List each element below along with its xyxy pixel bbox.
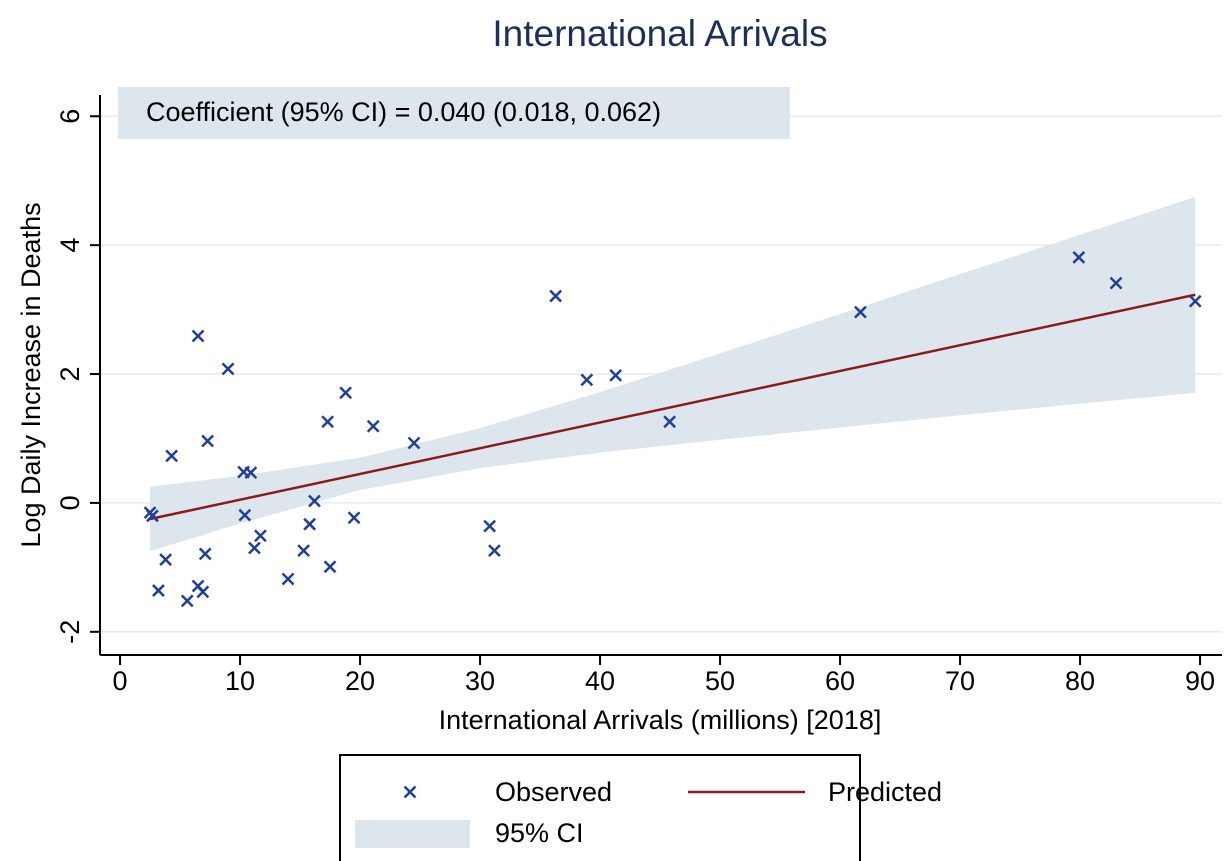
- data-point: [159, 553, 173, 567]
- data-point: [347, 511, 361, 525]
- legend-marker: [403, 785, 417, 799]
- data-point: [238, 508, 252, 522]
- data-point: [580, 373, 594, 387]
- x-tick-label: 10: [225, 666, 255, 696]
- data-point: [366, 419, 380, 433]
- data-point: [854, 305, 867, 319]
- data-point: [254, 529, 267, 543]
- data-point: [1188, 294, 1202, 308]
- data-point: [281, 572, 295, 586]
- data-point: [196, 585, 210, 599]
- data-point: [191, 329, 205, 343]
- data-point: [483, 519, 497, 533]
- data-point: [248, 541, 261, 555]
- x-tick-label: 50: [705, 666, 735, 696]
- data-point: [198, 547, 212, 561]
- legend-label: Predicted: [828, 777, 942, 807]
- fit-line: [149, 293, 1196, 521]
- y-tick-label: -2: [55, 620, 85, 644]
- legend-label: Observed: [495, 777, 612, 807]
- x-tick-label: 80: [1065, 666, 1095, 696]
- x-tick-label: 0: [113, 666, 128, 696]
- legend-swatch: [355, 820, 470, 848]
- data-point: [609, 368, 623, 382]
- legend-label: 95% CI: [495, 818, 584, 848]
- data-point: [407, 436, 421, 450]
- x-tick-label: 60: [825, 666, 855, 696]
- x-tick-label: 40: [585, 666, 615, 696]
- annotation-box: [118, 87, 790, 139]
- data-point: [146, 509, 159, 523]
- data-point: [549, 289, 563, 303]
- data-point: [303, 517, 317, 531]
- x-tick-label: 20: [345, 666, 375, 696]
- y-tick-label: 4: [55, 238, 85, 253]
- chart-title: International Arrivals: [492, 13, 827, 54]
- data-point: [152, 584, 165, 597]
- data-point: [321, 415, 335, 429]
- data-point: [663, 415, 677, 429]
- y-axis-label: Log Daily Increase in Deaths: [16, 202, 46, 547]
- x-tick-label: 90: [1185, 666, 1215, 696]
- y-tick-label: 2: [55, 367, 85, 382]
- y-tick-label: 6: [55, 109, 85, 124]
- data-point: [221, 362, 235, 376]
- data-point: [297, 544, 311, 557]
- data-point: [165, 449, 179, 463]
- data-point: [1109, 276, 1123, 290]
- data-point: [201, 434, 215, 448]
- data-point: [308, 494, 321, 508]
- x-tick-label: 70: [945, 666, 975, 696]
- x-axis-label: International Arrivals (millions) [2018]: [439, 705, 882, 735]
- data-point: [488, 544, 501, 557]
- x-tick-label: 30: [465, 666, 495, 696]
- data-point: [1072, 251, 1086, 264]
- data-point: [244, 466, 258, 480]
- y-tick-label: 0: [55, 495, 85, 510]
- data-point: [339, 386, 353, 400]
- data-point: [323, 560, 337, 574]
- annotation: Coefficient (95% CI) = 0.040 (0.018, 0.0…: [146, 97, 661, 127]
- data-point: [180, 594, 194, 608]
